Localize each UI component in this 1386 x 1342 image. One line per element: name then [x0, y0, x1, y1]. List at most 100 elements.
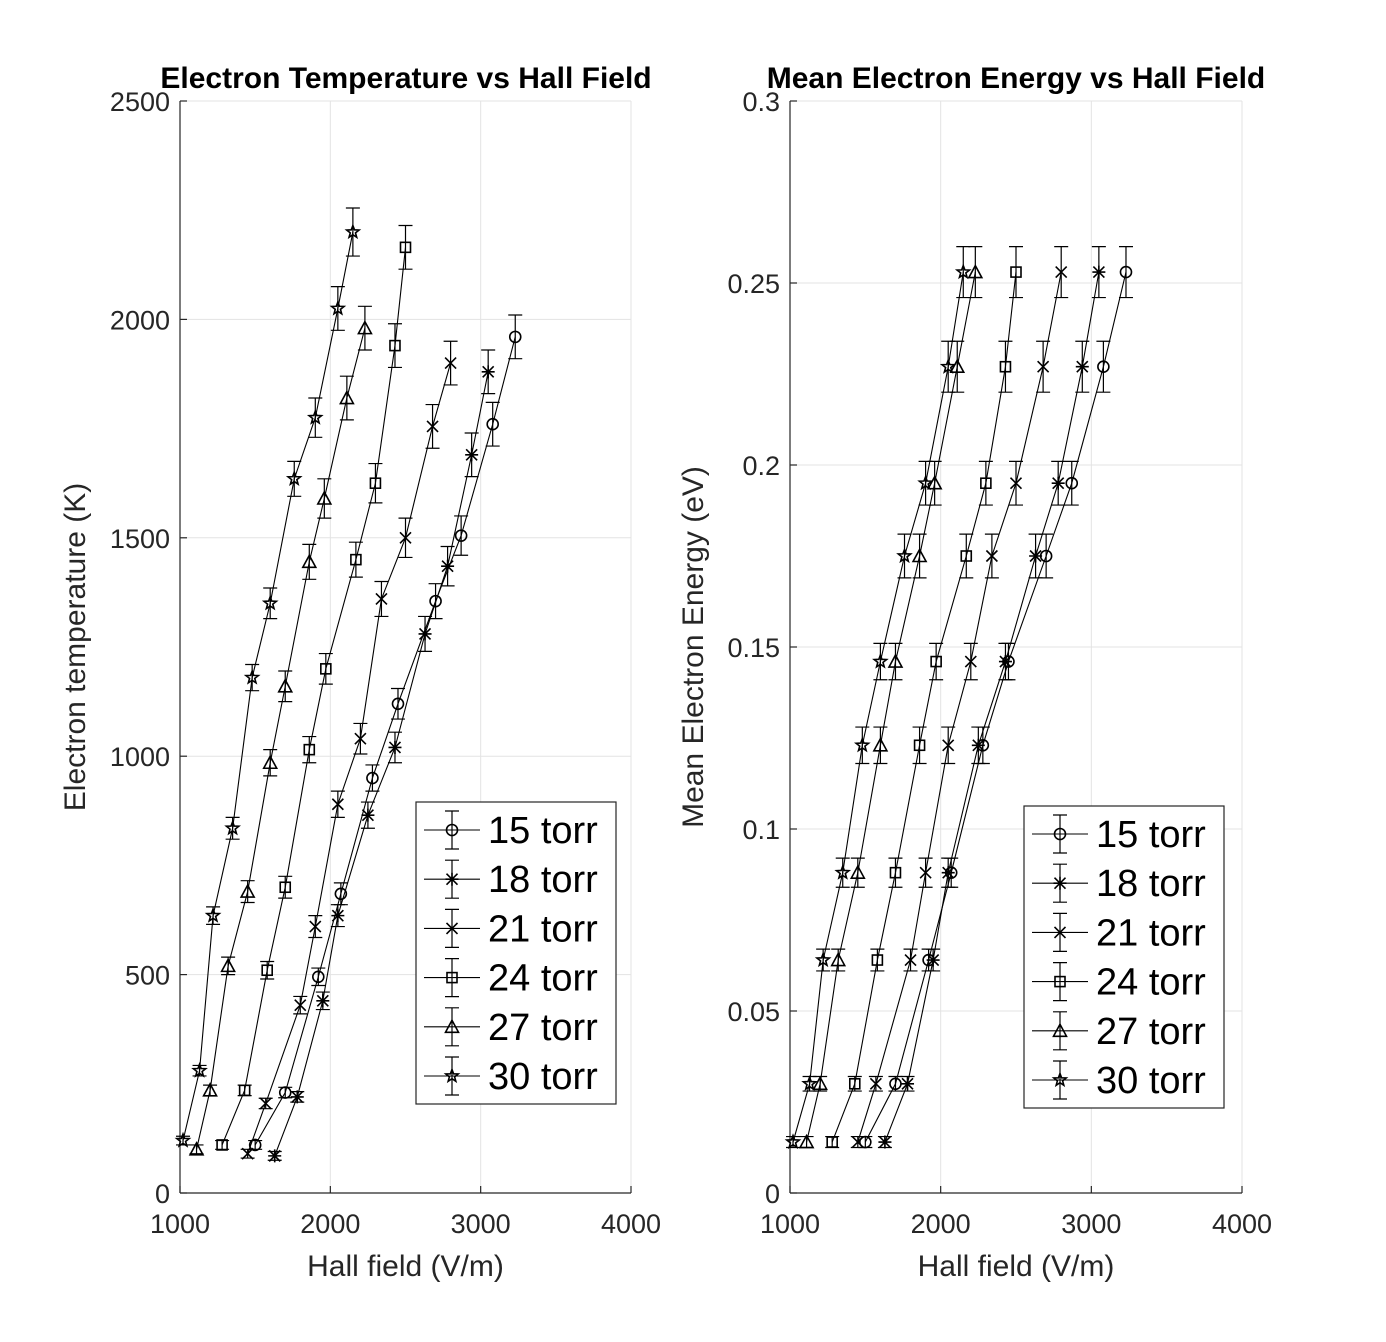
data-point — [290, 1090, 304, 1104]
y-axis-label: Electron temperature (K) — [59, 483, 92, 811]
y-axis-label: Mean Electron Energy (eV) — [677, 466, 710, 828]
chart-title: Electron Temperature vs Hall Field — [160, 62, 651, 95]
legend-error-bar — [445, 1007, 459, 1047]
data-point — [971, 738, 985, 752]
legend-error-bar — [445, 958, 459, 998]
series-24-torr — [215, 224, 413, 1151]
y-tick-label: 1500 — [110, 524, 170, 554]
legend-marker — [1053, 827, 1067, 841]
error-bar — [339, 375, 354, 421]
series-30-torr — [784, 246, 972, 1150]
error-bar — [998, 340, 1013, 393]
series-30-torr — [174, 207, 362, 1148]
data-point — [202, 1082, 218, 1097]
data-point — [350, 553, 362, 566]
data-point — [872, 737, 889, 752]
data-point — [980, 477, 992, 490]
x-tick-label: 2000 — [300, 1209, 360, 1239]
series-18-torr — [267, 349, 496, 1163]
data-point — [889, 1077, 902, 1091]
x-axis-label: Hall field (V/m) — [307, 1250, 504, 1283]
error-bar — [263, 587, 278, 620]
error-bar — [959, 533, 974, 579]
legend-marker — [1051, 1071, 1069, 1088]
data-point — [279, 881, 292, 894]
error-bar — [897, 533, 912, 579]
data-point — [889, 866, 902, 879]
series-line — [221, 247, 407, 1146]
legend: 15 torr 18 torr 21 torr 24 torr 27 torr 30 to… — [1023, 805, 1225, 1109]
data-point — [441, 559, 455, 573]
legend-entry: 18 torr — [1096, 863, 1206, 905]
y-tick-label: 0.25 — [727, 269, 780, 299]
chart-electron-temperature: 1000 2000 3000 400005001000150020002500Elec… — [59, 62, 661, 1283]
error-bar — [278, 670, 293, 703]
data-point — [960, 550, 973, 562]
data-point — [1055, 266, 1068, 279]
y-tick-label: 2500 — [110, 87, 170, 117]
data-point — [239, 883, 256, 898]
error-bar — [912, 726, 927, 765]
x-tick-label: 4000 — [1212, 1209, 1272, 1239]
data-point — [853, 736, 871, 753]
data-point — [303, 743, 316, 756]
error-bar — [941, 340, 956, 393]
data-point — [887, 653, 904, 668]
data-point — [1119, 265, 1133, 279]
data-point — [331, 909, 345, 923]
error-bar — [387, 323, 402, 369]
data-point — [429, 594, 442, 608]
data-point — [388, 740, 402, 754]
data-point — [262, 754, 279, 770]
data-point — [248, 1138, 262, 1152]
legend-entry: 27 torr — [488, 1007, 598, 1049]
series-15-torr — [248, 314, 523, 1152]
error-bar — [912, 533, 927, 579]
data-point — [357, 319, 373, 335]
series-line — [247, 362, 452, 1154]
series-line — [806, 271, 976, 1143]
x-tick-label: 4000 — [601, 1209, 661, 1239]
data-point — [926, 953, 940, 967]
data-point — [454, 529, 468, 542]
data-point — [917, 474, 934, 491]
data-point — [919, 866, 932, 879]
series-line — [792, 271, 964, 1143]
data-point — [331, 798, 344, 811]
legend-error-bar — [1053, 962, 1067, 1002]
legend-error-bar — [445, 1056, 459, 1096]
data-point — [508, 330, 522, 344]
data-point — [878, 1135, 892, 1149]
data-point — [941, 866, 955, 880]
data-point — [339, 389, 355, 405]
error-bar — [918, 460, 933, 506]
x-tick-label: 3000 — [451, 1209, 511, 1239]
error-bar — [1118, 246, 1133, 299]
legend-marker — [1053, 876, 1067, 890]
data-point — [871, 954, 884, 966]
data-point — [1075, 360, 1089, 374]
legend-marker — [443, 1067, 461, 1084]
data-point — [354, 732, 367, 745]
data-point — [896, 547, 913, 564]
data-point — [486, 417, 499, 431]
error-bar — [978, 460, 993, 506]
data-point — [277, 678, 294, 693]
error-bar — [368, 462, 383, 504]
error-bar — [287, 460, 302, 497]
y-tick-label: 0 — [765, 1179, 780, 1209]
error-bar — [302, 735, 317, 764]
data-point — [1010, 266, 1022, 278]
data-point — [913, 739, 926, 752]
error-bar — [1009, 246, 1023, 299]
data-point — [939, 357, 957, 374]
error-bar — [1064, 460, 1079, 506]
error-bar — [956, 246, 971, 299]
error-bar — [873, 726, 888, 765]
x-tick-label: 3000 — [1061, 1209, 1121, 1239]
data-point — [366, 771, 379, 785]
data-point — [849, 864, 866, 879]
data-point — [1092, 265, 1106, 279]
series-27-torr — [188, 305, 373, 1156]
data-point — [954, 263, 972, 280]
